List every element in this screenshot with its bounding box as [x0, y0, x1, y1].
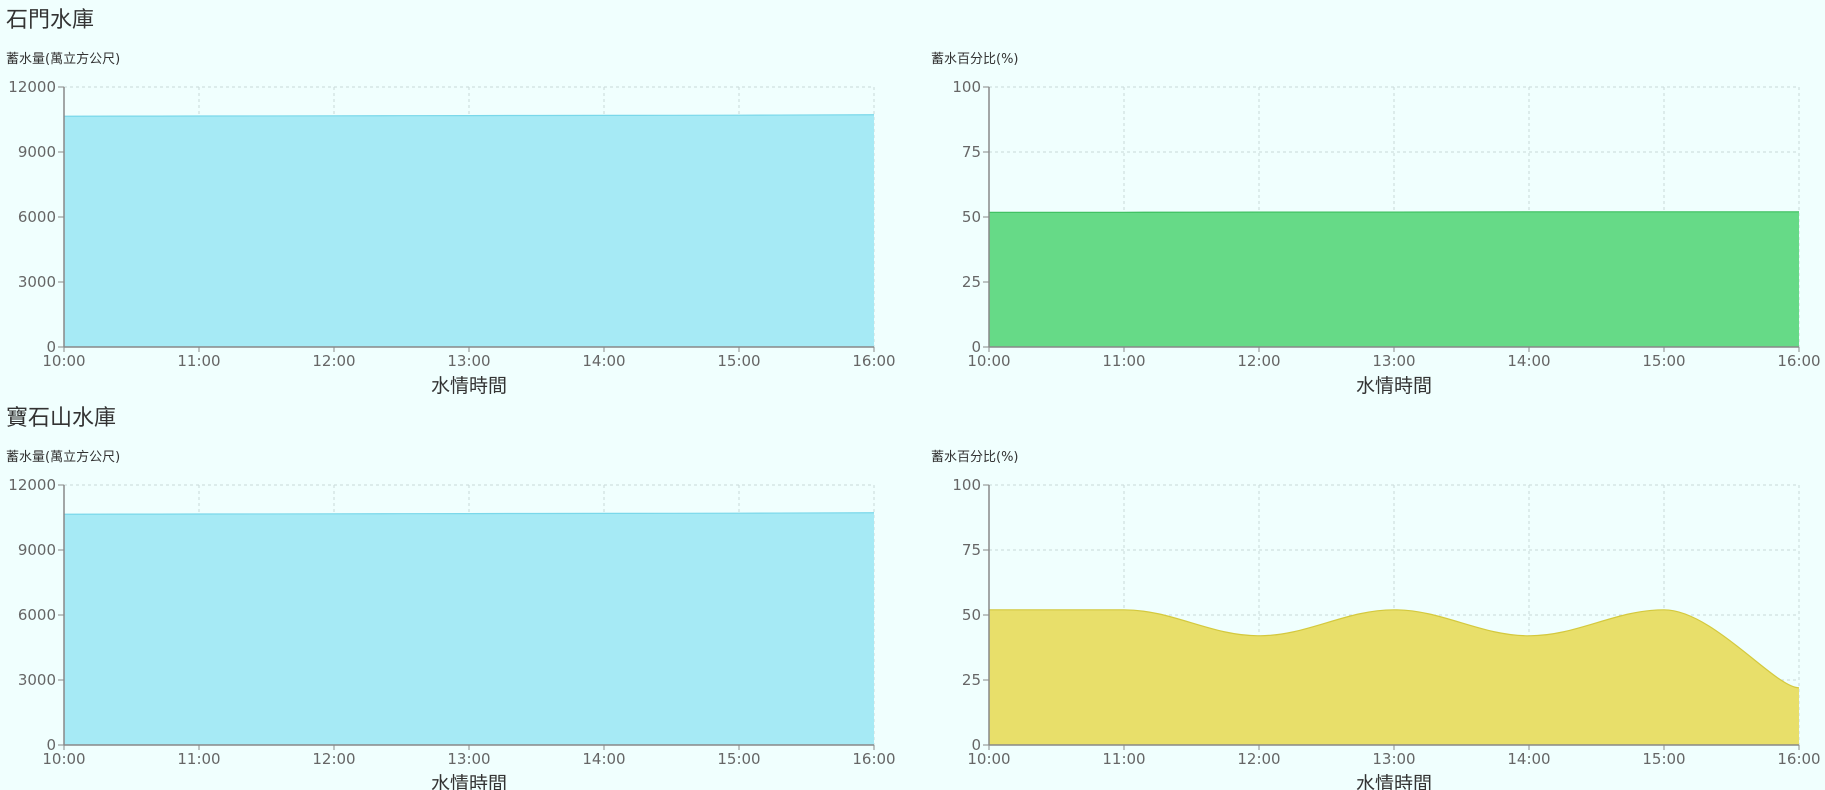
- chart-baoshishan-percent: 蓄水百分比(%) 0 25 50 75 100 10:00 11:00 12:00 13:00 14…: [931, 450, 1821, 790]
- x-tick-label: 10:00: [967, 352, 1010, 370]
- x-axis-label: 水情時間: [431, 375, 507, 397]
- y-tick-label: 50: [962, 606, 981, 624]
- y-axis-label: 蓄水百分比(%): [931, 450, 1019, 465]
- x-tick-label: 15:00: [1642, 352, 1685, 370]
- x-tick-label: 13:00: [447, 750, 490, 768]
- x-tick-label: 12:00: [1237, 750, 1280, 768]
- y-axis-label: 蓄水量(萬立方公尺): [6, 51, 120, 67]
- x-tick-label: 14:00: [582, 352, 625, 370]
- series-area: [64, 512, 874, 745]
- x-tick-label: 14:00: [582, 750, 625, 768]
- y-tick-label: 25: [962, 273, 981, 291]
- x-tick-label: 15:00: [717, 352, 760, 370]
- x-tick-label: 11:00: [177, 750, 220, 768]
- y-tick-label: 6000: [18, 606, 56, 624]
- x-tick-label: 12:00: [1237, 352, 1280, 370]
- y-tick-label: 0: [46, 736, 56, 754]
- y-axis-label: 蓄水量(萬立方公尺): [6, 449, 120, 465]
- y-tick-label: 9000: [18, 143, 56, 161]
- x-tick-label: 10:00: [42, 750, 85, 768]
- y-tick-label: 12000: [8, 476, 56, 494]
- x-tick-label: 10:00: [967, 750, 1010, 768]
- y-tick-label: 12000: [8, 78, 56, 96]
- series-line: [63, 114, 875, 117]
- y-tick-label: 50: [962, 208, 981, 226]
- x-tick-label: 11:00: [177, 352, 220, 370]
- chart-shimen-volume: 蓄水量(萬立方公尺) 0 3000 6000 9000 12000 10:00 11:00 12…: [6, 51, 896, 397]
- y-tick-label: 100: [952, 476, 981, 494]
- series-area: [989, 211, 1799, 347]
- series-line: [63, 512, 875, 515]
- x-axis-label: 水情時間: [1356, 375, 1432, 397]
- x-tick-label: 13:00: [447, 352, 490, 370]
- series-line: [989, 211, 1799, 213]
- x-axis-label: 水情時間: [431, 773, 507, 790]
- x-tick-label: 12:00: [312, 352, 355, 370]
- x-tick-label: 11:00: [1102, 750, 1145, 768]
- y-tick-label: 75: [962, 541, 981, 559]
- section-title-baoshishan: 寶石山水庫: [6, 406, 117, 431]
- y-tick-label: 9000: [18, 541, 56, 559]
- chart-shimen-percent: 蓄水百分比(%) 0 25 50 75 100 10:00 11:00 12:00 13:00 14…: [931, 52, 1821, 397]
- x-tick-label: 16:00: [1777, 352, 1820, 370]
- y-tick-label: 0: [971, 338, 981, 356]
- chart-baoshishan-volume: 蓄水量(萬立方公尺) 0 3000 6000 9000 12000 10:00 11:00 12…: [6, 449, 896, 790]
- y-tick-label: 3000: [18, 671, 56, 689]
- y-tick-label: 3000: [18, 273, 56, 291]
- series-area: [989, 609, 1799, 745]
- y-tick-label: 0: [971, 736, 981, 754]
- section-title-shimen: 石門水庫: [6, 8, 95, 33]
- y-tick-label: 0: [46, 338, 56, 356]
- x-tick-label: 12:00: [312, 750, 355, 768]
- x-tick-label: 14:00: [1507, 750, 1550, 768]
- y-axis-label: 蓄水百分比(%): [931, 52, 1019, 67]
- y-tick-label: 75: [962, 143, 981, 161]
- y-tick-label: 25: [962, 671, 981, 689]
- x-tick-label: 15:00: [717, 750, 760, 768]
- series-area: [64, 114, 874, 347]
- y-tick-label: 100: [952, 78, 981, 96]
- x-axis-label: 水情時間: [1356, 773, 1432, 790]
- x-tick-label: 16:00: [852, 352, 895, 370]
- x-tick-label: 13:00: [1372, 352, 1415, 370]
- y-tick-label: 6000: [18, 208, 56, 226]
- x-tick-label: 10:00: [42, 352, 85, 370]
- x-tick-label: 11:00: [1102, 352, 1145, 370]
- x-tick-label: 15:00: [1642, 750, 1685, 768]
- x-tick-label: 13:00: [1372, 750, 1415, 768]
- series-line: [988, 609, 1800, 689]
- x-tick-label: 16:00: [1777, 750, 1820, 768]
- x-tick-label: 14:00: [1507, 352, 1550, 370]
- x-tick-label: 16:00: [852, 750, 895, 768]
